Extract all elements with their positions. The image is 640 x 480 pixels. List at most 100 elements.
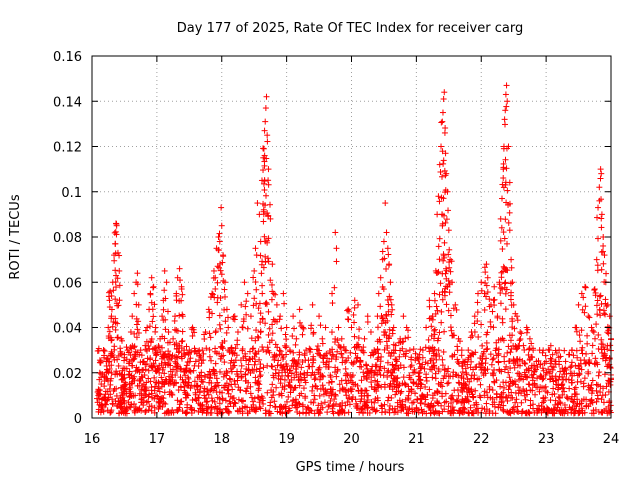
data-point — [263, 93, 270, 100]
background-point — [406, 405, 413, 412]
cluster-point — [478, 287, 485, 294]
background-point — [326, 358, 333, 365]
cluster-point — [240, 355, 247, 362]
cluster-point — [443, 216, 450, 223]
data-point — [161, 267, 168, 274]
cluster-point — [113, 231, 120, 238]
background-point — [344, 399, 351, 406]
cluster-point — [221, 338, 228, 345]
cluster-point — [585, 368, 592, 375]
cluster-point — [501, 121, 508, 128]
background-point — [250, 401, 257, 408]
background-point — [264, 344, 271, 351]
cluster-point — [265, 308, 272, 315]
background-point — [597, 389, 604, 396]
background-point — [320, 391, 327, 398]
cluster-point — [602, 296, 609, 303]
cluster-point — [143, 338, 150, 345]
cluster-point — [591, 286, 598, 293]
background-point — [363, 399, 370, 406]
background-point — [214, 379, 221, 386]
background-point — [319, 382, 326, 389]
cluster-point — [212, 328, 219, 335]
data-point — [185, 374, 192, 381]
data-point — [221, 279, 228, 286]
cluster-point — [393, 375, 400, 382]
background-point — [363, 402, 370, 409]
background-point — [454, 356, 461, 363]
background-point — [572, 391, 579, 398]
cluster-point — [497, 290, 504, 297]
cluster-point — [114, 334, 121, 341]
cluster-point — [270, 354, 277, 361]
background-point — [348, 359, 355, 366]
background-point — [393, 356, 400, 363]
background-point — [497, 383, 504, 390]
background-point — [603, 383, 610, 390]
cluster-point — [218, 271, 225, 278]
cluster-point — [101, 394, 108, 401]
cluster-point — [573, 347, 580, 354]
cluster-point — [372, 377, 379, 384]
cluster-point — [195, 400, 202, 407]
cluster-point — [402, 381, 409, 388]
cluster-point — [378, 353, 385, 360]
cluster-point — [450, 305, 457, 312]
cluster-point — [559, 381, 566, 388]
background-point — [547, 397, 554, 404]
background-point — [483, 406, 490, 413]
background-point — [246, 408, 253, 415]
background-point — [343, 357, 350, 364]
cluster-point — [560, 376, 567, 383]
background-point — [326, 379, 333, 386]
cluster-point — [198, 357, 205, 364]
cluster-point — [549, 366, 556, 373]
background-point — [228, 368, 235, 375]
data-point — [264, 132, 271, 139]
background-point — [417, 346, 424, 353]
cluster-point — [259, 282, 266, 289]
cluster-point — [576, 371, 583, 378]
cluster-point — [182, 378, 189, 385]
background-point — [195, 408, 202, 415]
background-point — [252, 374, 259, 381]
cluster-point — [206, 309, 213, 316]
cluster-point — [410, 380, 417, 387]
cluster-point — [171, 326, 178, 333]
cluster-point — [474, 309, 481, 316]
cluster-point — [216, 312, 223, 319]
cluster-point — [514, 317, 521, 324]
background-point — [555, 393, 562, 400]
cluster-point — [198, 369, 205, 376]
cluster-point — [568, 377, 575, 384]
cluster-point — [520, 376, 527, 383]
y-tick-label: 0.08 — [53, 231, 82, 246]
background-point — [467, 404, 474, 411]
background-point — [450, 410, 457, 417]
cluster-point — [574, 354, 581, 361]
y-tick-label: 0.06 — [53, 276, 82, 291]
data-point — [575, 301, 582, 308]
background-point — [311, 376, 318, 383]
background-point — [396, 353, 403, 360]
background-point — [107, 391, 114, 398]
cluster-point — [400, 338, 407, 345]
cluster-point — [135, 329, 142, 336]
cluster-point — [159, 344, 166, 351]
background-point — [328, 386, 335, 393]
background-point — [206, 353, 213, 360]
cluster-point — [589, 342, 596, 349]
cluster-point — [413, 404, 420, 411]
background-point — [290, 387, 297, 394]
data-point — [539, 365, 546, 372]
background-point — [590, 407, 597, 414]
data-point — [133, 279, 140, 286]
cluster-point — [550, 364, 557, 371]
cluster-point — [474, 299, 481, 306]
cluster-point — [511, 325, 518, 332]
background-point — [330, 402, 337, 409]
cluster-point — [598, 224, 605, 231]
background-point — [583, 396, 590, 403]
cluster-point — [424, 360, 431, 367]
data-point — [509, 279, 516, 286]
